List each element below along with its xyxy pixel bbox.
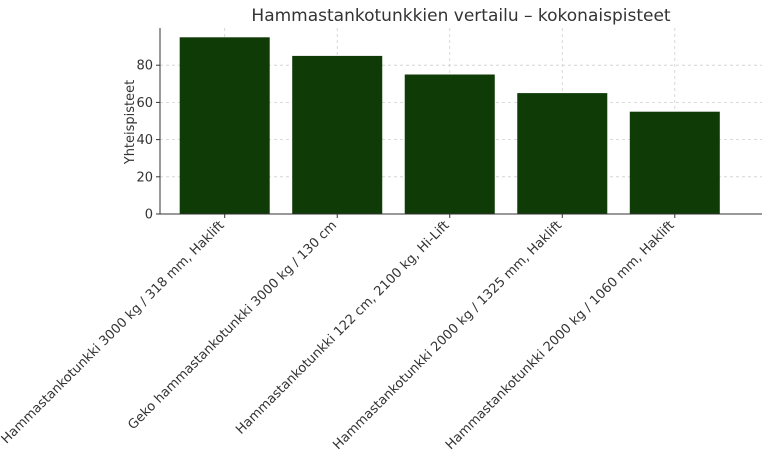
y-axis-label: Yhteispisteet: [123, 80, 138, 166]
x-tick-label: Hammastankotunkki 2000 kg / 1325 mm, Hak…: [330, 218, 565, 453]
y-tick-label: 20: [136, 170, 153, 185]
y-tick-label: 0: [145, 208, 153, 223]
y-tick-label: 60: [136, 96, 153, 111]
bar: [517, 93, 608, 214]
x-tick-label: Hammastankotunkki 2000 kg / 1060 mm, Hak…: [443, 218, 678, 453]
y-tick-label: 80: [136, 59, 153, 74]
y-tick-label: 40: [136, 133, 153, 148]
y-axis-ticks: 0 20 40 60 80: [136, 59, 160, 223]
x-tick-label: Geko hammastankotunkki 3000 kg / 130 cm: [125, 218, 340, 433]
chart-title: Hammastankotunkkien vertailu – kokonaisp…: [251, 6, 670, 26]
bar: [404, 74, 495, 214]
bars: [179, 37, 720, 215]
bar: [292, 55, 383, 215]
bar: [629, 111, 720, 214]
bar: [179, 37, 270, 214]
x-tick-label: Hammastankotunkki 3000 kg / 318 mm, Hakl…: [0, 218, 228, 447]
x-tick-label: Hammastankotunkki 122 cm, 2100 kg, Hi-Li…: [233, 218, 452, 437]
x-axis-ticks: Hammastankotunkki 3000 kg / 318 mm, Hakl…: [0, 214, 678, 453]
